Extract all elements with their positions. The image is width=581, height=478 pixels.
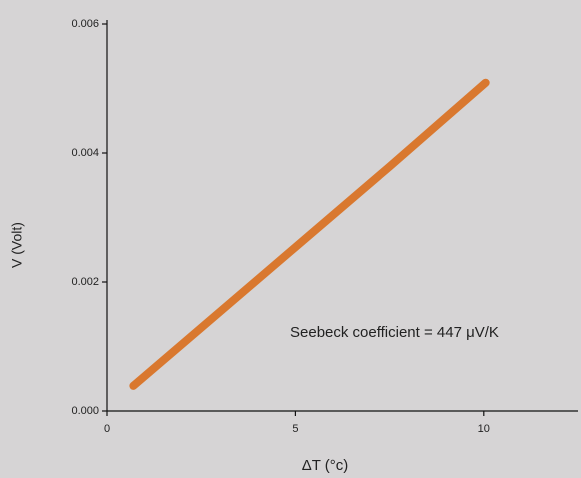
y-axis-label: V (Volt) <box>9 222 25 268</box>
y-tick-label: 0.002 <box>71 276 99 288</box>
y-tick-label: 0.006 <box>71 18 99 30</box>
y-tick-label: 0.004 <box>71 147 99 159</box>
annotation: Seebeck coefficient = 447 μV/K <box>290 324 499 341</box>
x-tick-label: 0 <box>104 423 110 435</box>
x-axis-label: ΔT (°c) <box>302 457 349 474</box>
y-tick-label: 0.000 <box>71 405 99 417</box>
x-tick-label: 10 <box>478 423 490 435</box>
x-tick-label: 5 <box>292 423 298 435</box>
data-line <box>129 78 490 390</box>
